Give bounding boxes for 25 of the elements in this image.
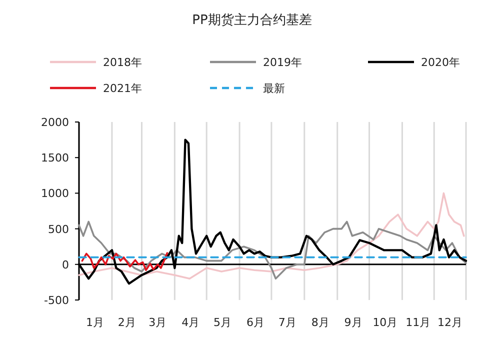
y-tick-label: 2000 xyxy=(41,116,69,129)
legend-label: 2019年 xyxy=(263,56,302,69)
line-series xyxy=(81,252,168,271)
y-tick-label: 1000 xyxy=(41,187,69,200)
x-tick-label: 1月 xyxy=(86,316,104,329)
legend-label: 2021年 xyxy=(103,82,142,95)
chart-title: PP期货主力合约基差 xyxy=(192,12,312,28)
x-tick-label: 6月 xyxy=(246,316,264,329)
x-tick-label: 12月 xyxy=(438,316,463,329)
x-tick-label: 3月 xyxy=(148,316,167,329)
x-tick-label: 4月 xyxy=(182,316,200,329)
legend-label: 2020年 xyxy=(421,56,460,69)
legend-label: 2018年 xyxy=(103,56,142,69)
x-tick-label: 8月 xyxy=(311,316,330,329)
y-tick-label: 1500 xyxy=(41,152,69,165)
legend-label: 最新 xyxy=(263,82,285,95)
y-tick-label: 500 xyxy=(48,222,69,236)
x-tick-label: 10月 xyxy=(372,316,398,329)
x-tick-label: 9月 xyxy=(344,316,362,329)
y-tick-label: -500 xyxy=(44,294,69,307)
x-tick-label: 2月 xyxy=(118,316,136,329)
x-tick-label: 7月 xyxy=(278,316,296,329)
y-tick-label: 0 xyxy=(62,258,69,272)
x-tick-label: 5月 xyxy=(214,316,232,329)
x-tick-label: 11月 xyxy=(406,316,431,329)
